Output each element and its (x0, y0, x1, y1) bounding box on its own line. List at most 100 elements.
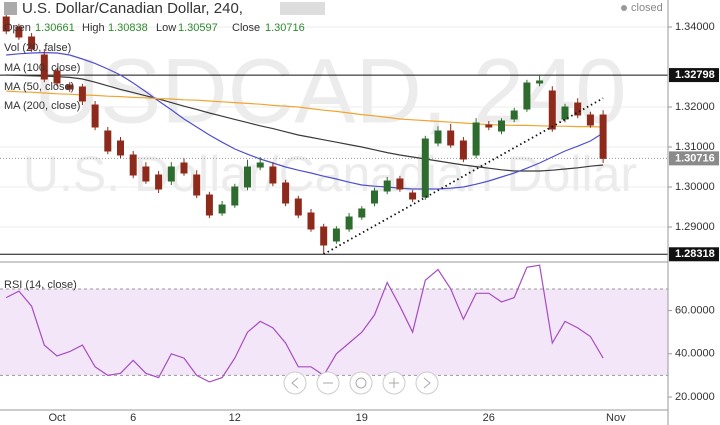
candle-body (561, 106, 569, 120)
ohlc-legend: Open 1.30661 High 1.30838 Low 1.30597 Cl… (4, 22, 305, 34)
candle-body (256, 162, 264, 168)
reset-button[interactable] (349, 371, 373, 395)
legend-entry: MA (200, close) (4, 100, 80, 112)
candle-body (510, 110, 518, 120)
candle-body (205, 194, 213, 216)
candle-body (396, 178, 404, 190)
candle-body (269, 166, 277, 184)
candle-body (104, 130, 112, 152)
x-tick-label: Oct (48, 412, 65, 424)
market-status: closed (631, 2, 663, 14)
candle-body (523, 82, 531, 110)
candle-body (586, 114, 594, 126)
candle-body (155, 174, 163, 190)
candle-body (536, 80, 544, 84)
candle-body (167, 166, 175, 182)
low-value: 1.30597 (178, 22, 218, 34)
x-tick-label: 19 (356, 412, 368, 424)
candle-body (180, 162, 188, 174)
plot-layer (0, 13, 668, 383)
candle-body (332, 228, 340, 242)
candle-body (498, 120, 505, 132)
symbol-icon (4, 2, 17, 15)
legend-entry: MA (100, close) (4, 62, 80, 74)
candle-body (78, 86, 86, 102)
symbol-title: U.S. Dollar/Canadian Dollar, 240, (22, 0, 243, 17)
candle-body (193, 174, 201, 196)
moving-average-line (6, 74, 604, 172)
candle-body (358, 208, 366, 218)
candle-body (409, 192, 417, 200)
y-tick-label: 1.31000 (675, 141, 715, 153)
candle-body (421, 138, 429, 198)
open-label: Open (4, 22, 31, 34)
candle-body (28, 36, 36, 50)
candle-body (218, 204, 226, 214)
candle-body (371, 190, 378, 204)
candle-body (231, 186, 239, 206)
scroll-right-button[interactable] (415, 371, 439, 395)
y-tick-label: 1.30000 (675, 181, 715, 193)
candle-body (15, 26, 23, 38)
candle-body (320, 226, 328, 246)
candle-body (2, 16, 10, 32)
candle-body (434, 130, 442, 144)
candle-body (472, 122, 480, 156)
moving-average-line (6, 51, 604, 190)
y-tick-label: 1.32000 (675, 101, 715, 113)
nav-buttons (283, 371, 439, 395)
candle-body (548, 90, 556, 130)
y-tick-label: 60.0000 (675, 304, 715, 316)
hline-label: 1.32798 (675, 69, 715, 81)
candle-body (459, 140, 467, 160)
candle-body (307, 212, 315, 230)
candle-body (383, 180, 391, 192)
trend-line (323, 97, 604, 255)
close-value: 1.30716 (265, 22, 305, 34)
candle-body (40, 54, 48, 80)
x-tick-label: 12 (229, 412, 241, 424)
hline-label-box (669, 247, 719, 262)
close-label: Close (232, 22, 260, 34)
candle-body (485, 124, 493, 128)
status-dot (621, 5, 627, 11)
candle-body (294, 198, 302, 216)
icon (291, 377, 299, 389)
candle-body (599, 114, 607, 159)
candle-body (345, 216, 353, 230)
candle-body (53, 70, 61, 84)
candle-body (142, 166, 150, 182)
icon (423, 377, 431, 389)
scroll-left-button[interactable] (283, 371, 307, 395)
icon (389, 378, 399, 388)
hline-label-box (669, 68, 719, 83)
last-price-label: 1.30716 (675, 152, 715, 164)
high-value: 1.30838 (108, 22, 148, 34)
watermark-symbol: USDCAD, 240 (33, 40, 626, 142)
blurred-box (280, 2, 325, 15)
legend-entry: RSI (14, close) (4, 279, 77, 291)
x-tick-label: 26 (483, 412, 495, 424)
y-tick-label: 20.0000 (675, 391, 715, 403)
watermark-name: U.S. Dollar/Canadian Dollar (23, 146, 637, 202)
rsi-band-fill (0, 288, 668, 376)
legend-entry: MA (50, close) (4, 81, 74, 93)
candle-body (129, 154, 137, 176)
icon (355, 377, 367, 389)
candle-body (447, 130, 455, 146)
candle-body (574, 102, 582, 116)
candle-body (117, 140, 124, 156)
y-tick-label: 1.34000 (675, 21, 715, 33)
y-tick-label: 40.0000 (675, 348, 715, 360)
last-price-box (669, 151, 719, 166)
low-label: Low (156, 22, 176, 34)
rsi-line (5, 264, 604, 383)
open-value: 1.30661 (35, 22, 75, 34)
candle-body (282, 182, 290, 204)
x-tick-label: Nov (606, 412, 626, 424)
candle-body (66, 84, 74, 90)
volume-legend: Vol (20, false) (4, 42, 71, 54)
y-tick-label: 1.29000 (675, 221, 715, 233)
high-label: High (82, 22, 105, 34)
